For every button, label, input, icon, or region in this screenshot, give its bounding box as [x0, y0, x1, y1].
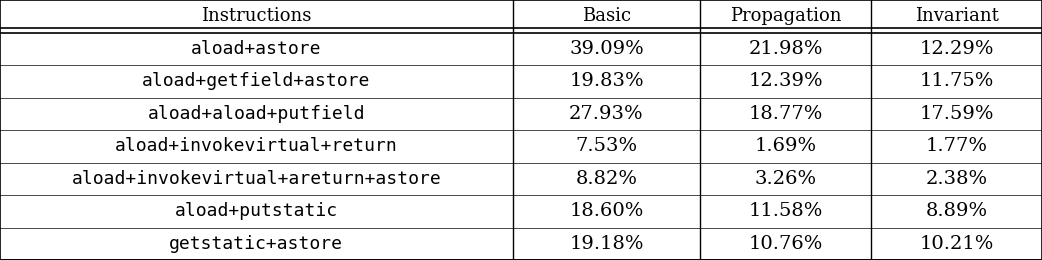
Text: 11.75%: 11.75% — [919, 72, 994, 90]
Text: 18.77%: 18.77% — [748, 105, 823, 123]
Text: 19.18%: 19.18% — [569, 235, 644, 253]
Text: 1.69%: 1.69% — [754, 137, 817, 155]
Text: aload+invokevirtual+areturn+astore: aload+invokevirtual+areturn+astore — [72, 170, 441, 188]
Text: Invariant: Invariant — [915, 7, 998, 25]
Text: Basic: Basic — [581, 7, 631, 25]
Text: 10.21%: 10.21% — [919, 235, 994, 253]
Text: 7.53%: 7.53% — [575, 137, 638, 155]
Text: 39.09%: 39.09% — [569, 40, 644, 58]
Text: 3.26%: 3.26% — [754, 170, 817, 188]
Text: 17.59%: 17.59% — [919, 105, 994, 123]
Text: 2.38%: 2.38% — [925, 170, 988, 188]
Text: 8.89%: 8.89% — [925, 202, 988, 220]
Text: 1.77%: 1.77% — [925, 137, 988, 155]
Text: 11.58%: 11.58% — [748, 202, 823, 220]
Text: aload+astore: aload+astore — [191, 40, 322, 58]
Text: aload+invokevirtual+return: aload+invokevirtual+return — [115, 137, 398, 155]
Text: Instructions: Instructions — [201, 7, 312, 25]
Text: 12.29%: 12.29% — [919, 40, 994, 58]
Text: 12.39%: 12.39% — [748, 72, 823, 90]
Text: 19.83%: 19.83% — [569, 72, 644, 90]
Text: aload+aload+putfield: aload+aload+putfield — [148, 105, 365, 123]
Text: 10.76%: 10.76% — [748, 235, 823, 253]
Text: getstatic+astore: getstatic+astore — [170, 235, 343, 253]
Text: 21.98%: 21.98% — [748, 40, 823, 58]
Text: 27.93%: 27.93% — [569, 105, 644, 123]
Text: 8.82%: 8.82% — [575, 170, 638, 188]
Text: 18.60%: 18.60% — [569, 202, 644, 220]
Text: Propagation: Propagation — [729, 7, 842, 25]
Text: aload+getfield+astore: aload+getfield+astore — [142, 72, 371, 90]
Text: aload+putstatic: aload+putstatic — [175, 202, 338, 220]
